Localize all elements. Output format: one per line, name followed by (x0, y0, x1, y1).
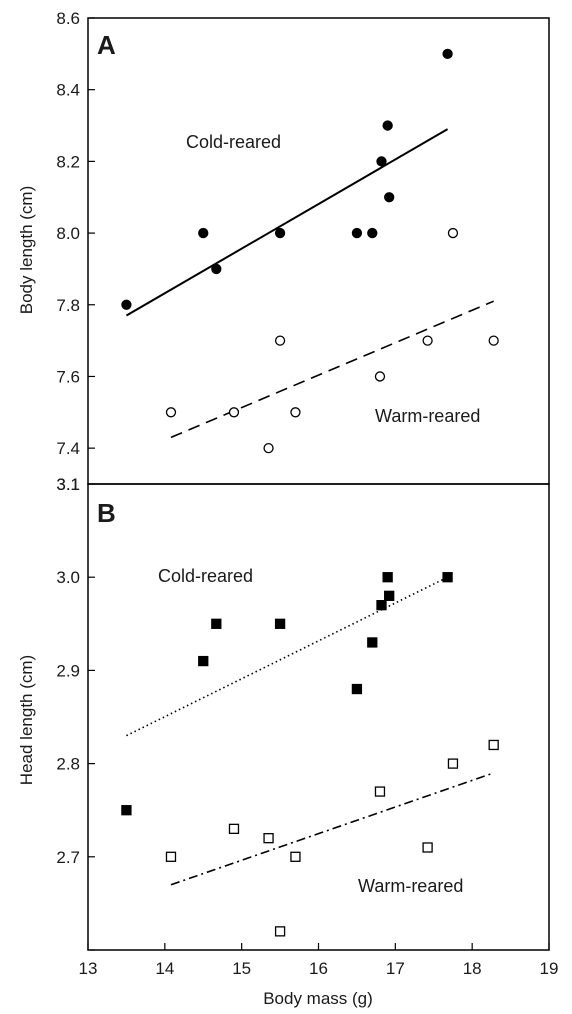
point-cold (384, 590, 395, 601)
y-tick-label: 8.2 (56, 152, 80, 171)
panel-a-letter: A (97, 30, 116, 60)
panel-a-yticks (88, 17, 95, 449)
panel-a: A 8.6 8.4 8.2 8.0 7.8 7.6 7.4 Body length (cm)… (17, 9, 550, 494)
point-warm (422, 842, 433, 853)
x-tick-label: 15 (232, 959, 251, 978)
panel-b-y-axis-title: Head length (cm) (17, 655, 36, 785)
y-tick-label: 8.4 (56, 81, 80, 100)
panel-b-label-cold-reared: Cold-reared (158, 566, 253, 586)
point-warm (263, 443, 274, 454)
y-tick-label: 2.8 (56, 755, 80, 774)
point-cold (211, 263, 222, 275)
point-warm (165, 851, 177, 862)
panel-a-label-warm-reared: Warm-reared (375, 406, 480, 426)
point-warm (263, 833, 274, 844)
point-warm (488, 335, 499, 346)
point-cold (198, 655, 209, 667)
x-tick-label: 14 (155, 959, 174, 978)
point-cold (367, 637, 378, 648)
y-tick-label: 7.4 (56, 439, 80, 458)
point-warm (488, 739, 499, 751)
panel-b: B 3.1 3.0 2.9 2.8 2.7 13 14 15 16 17 18 19 Head le… (17, 475, 558, 1008)
point-cold (376, 156, 387, 167)
point-cold (121, 805, 132, 816)
y-tick-label: 3.0 (56, 568, 80, 587)
panel-b-label-warm-reared: Warm-reared (358, 876, 463, 896)
fit-line-warm (170, 300, 494, 439)
point-warm (447, 227, 459, 239)
panel-b-frame (87, 483, 550, 951)
point-cold (274, 618, 286, 629)
point-cold (351, 227, 363, 239)
point-cold (384, 192, 395, 203)
panel-b-xtick-labels: 13 14 15 16 17 18 19 (79, 959, 559, 978)
point-warm (228, 823, 240, 834)
point-cold (121, 299, 132, 310)
point-cold (442, 48, 453, 59)
point-cold (211, 618, 222, 629)
point-cold (442, 572, 453, 583)
point-warm (165, 407, 177, 418)
y-tick-label: 2.7 (56, 848, 80, 867)
panel-b-fit-lines (126, 576, 494, 886)
point-cold (274, 227, 286, 239)
point-cold (351, 683, 363, 695)
y-tick-label: 8.0 (56, 224, 80, 243)
panel-b-x-axis-title: Body mass (g) (263, 989, 373, 1008)
y-tick-label: 8.6 (56, 9, 80, 28)
panel-b-xticks (87, 943, 550, 950)
fit-line-cold (125, 128, 449, 317)
point-cold (382, 120, 393, 131)
y-tick-label: 3.1 (56, 475, 80, 494)
point-cold (382, 572, 393, 583)
panel-b-points (121, 572, 499, 937)
point-warm (447, 758, 459, 769)
x-tick-label: 19 (540, 959, 559, 978)
fit-line-cold (126, 576, 448, 737)
panel-b-letter: B (97, 498, 116, 528)
point-warm (274, 926, 286, 937)
point-warm (422, 335, 433, 346)
point-warm (274, 335, 286, 346)
point-warm (228, 407, 240, 418)
panel-a-ytick-labels: 8.6 8.4 8.2 8.0 7.8 7.6 7.4 (56, 9, 80, 458)
x-tick-label: 13 (79, 959, 98, 978)
panel-a-fit-lines (125, 128, 494, 439)
point-warm (290, 851, 301, 862)
x-tick-label: 18 (463, 959, 482, 978)
x-tick-label: 16 (309, 959, 328, 978)
point-warm (374, 371, 386, 382)
panel-a-tick-label-bottom: 3.1 (56, 475, 80, 494)
y-tick-label: 7.6 (56, 367, 80, 386)
y-tick-label: 2.9 (56, 661, 80, 680)
panel-a-label-cold-reared: Cold-reared (186, 132, 281, 152)
point-cold (367, 227, 378, 239)
panel-b-ytick-labels: 3.1 3.0 2.9 2.8 2.7 (56, 475, 80, 867)
fit-line-warm (170, 772, 494, 886)
x-tick-label: 17 (386, 959, 405, 978)
y-tick-label: 7.8 (56, 296, 80, 315)
panel-b-yticks (88, 483, 95, 951)
point-cold (198, 227, 209, 239)
point-cold (376, 600, 387, 611)
point-warm (290, 407, 301, 418)
point-warm (374, 786, 386, 797)
panel-a-y-axis-title: Body length (cm) (17, 186, 36, 315)
panel-a-points (121, 48, 499, 454)
